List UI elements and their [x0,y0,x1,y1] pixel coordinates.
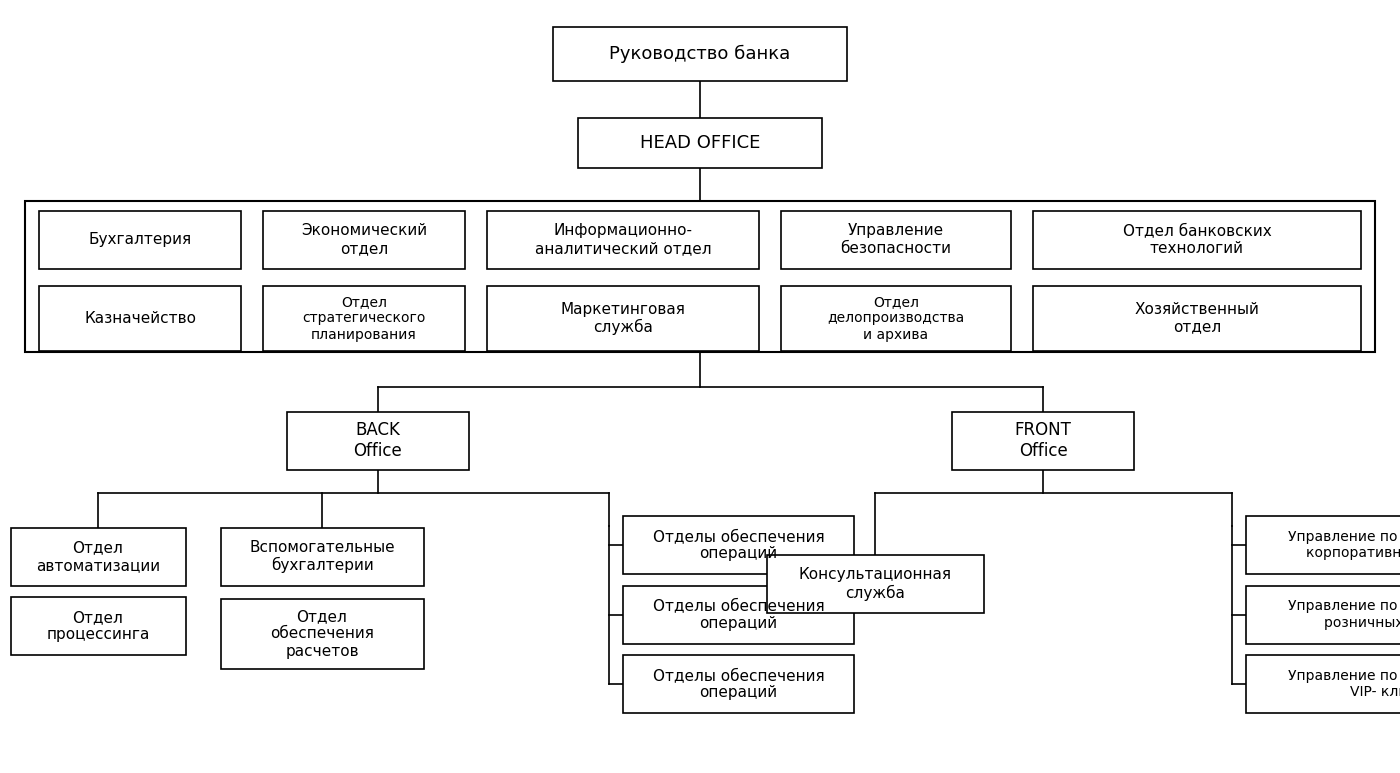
Text: Отдел
стратегического
планирования: Отдел стратегического планирования [302,295,426,342]
Text: Бухгалтерия: Бухгалтерия [88,232,192,247]
Text: Управление по обслуживанию
VIP- клиентов: Управление по обслуживанию VIP- клиентов [1288,669,1400,700]
Text: Отдел
автоматизации: Отдел автоматизации [36,540,160,573]
FancyBboxPatch shape [11,527,185,586]
FancyBboxPatch shape [39,210,241,268]
Text: BACK
Office: BACK Office [354,421,402,460]
FancyBboxPatch shape [781,210,1011,268]
FancyBboxPatch shape [553,27,847,81]
Text: Управление по обслуживанию
розничных клиентов: Управление по обслуживанию розничных кли… [1288,599,1400,630]
FancyBboxPatch shape [487,210,759,268]
Text: Отдел
делопроизводства
и архива: Отдел делопроизводства и архива [827,295,965,342]
FancyBboxPatch shape [952,411,1134,469]
Text: Маркетинговая
служба: Маркетинговая служба [560,301,686,335]
FancyBboxPatch shape [781,285,1011,351]
FancyBboxPatch shape [263,210,465,268]
Text: Управление
безопасности: Управление безопасности [840,223,952,256]
FancyBboxPatch shape [767,555,983,612]
Text: Отделы обеспечения
операций: Отделы обеспечения операций [652,529,825,561]
FancyBboxPatch shape [221,527,423,586]
Text: Информационно-
аналитический отдел: Информационно- аналитический отдел [535,223,711,256]
FancyBboxPatch shape [577,117,822,169]
Text: Консультационная
служба: Консультационная служба [798,567,952,601]
FancyBboxPatch shape [1033,210,1361,268]
Text: Казначейство: Казначейство [84,311,196,326]
Text: Хозяйственный
отдел: Хозяйственный отдел [1134,302,1260,335]
Text: Отдел
обеспечения
расчетов: Отдел обеспечения расчетов [270,609,374,659]
Text: Отделы обеспечения
операций: Отделы обеспечения операций [652,668,825,700]
Text: FRONT
Office: FRONT Office [1015,421,1071,460]
FancyBboxPatch shape [221,599,423,669]
FancyBboxPatch shape [11,597,185,656]
Text: Руководство банка: Руководство банка [609,45,791,63]
Text: HEAD OFFICE: HEAD OFFICE [640,134,760,152]
FancyBboxPatch shape [25,201,1375,352]
FancyBboxPatch shape [263,285,465,351]
Text: Отдел
процессинга: Отдел процессинга [46,610,150,642]
Text: Управление по обслуживанию
корпоративных клиентов: Управление по обслуживанию корпоративных… [1288,530,1400,560]
FancyBboxPatch shape [623,586,854,643]
Text: Вспомогательные
бухгалтерии: Вспомогательные бухгалтерии [249,540,395,574]
FancyBboxPatch shape [1033,285,1361,351]
Text: Отделы обеспечения
операций: Отделы обеспечения операций [652,598,825,631]
Text: Отдел банковских
технологий: Отдел банковских технологий [1123,223,1271,256]
FancyBboxPatch shape [1246,516,1400,574]
FancyBboxPatch shape [487,285,759,351]
FancyBboxPatch shape [623,655,854,713]
Text: Экономический
отдел: Экономический отдел [301,223,427,256]
FancyBboxPatch shape [1246,586,1400,643]
FancyBboxPatch shape [39,285,241,351]
FancyBboxPatch shape [623,516,854,574]
FancyBboxPatch shape [1246,655,1400,713]
FancyBboxPatch shape [287,411,469,469]
